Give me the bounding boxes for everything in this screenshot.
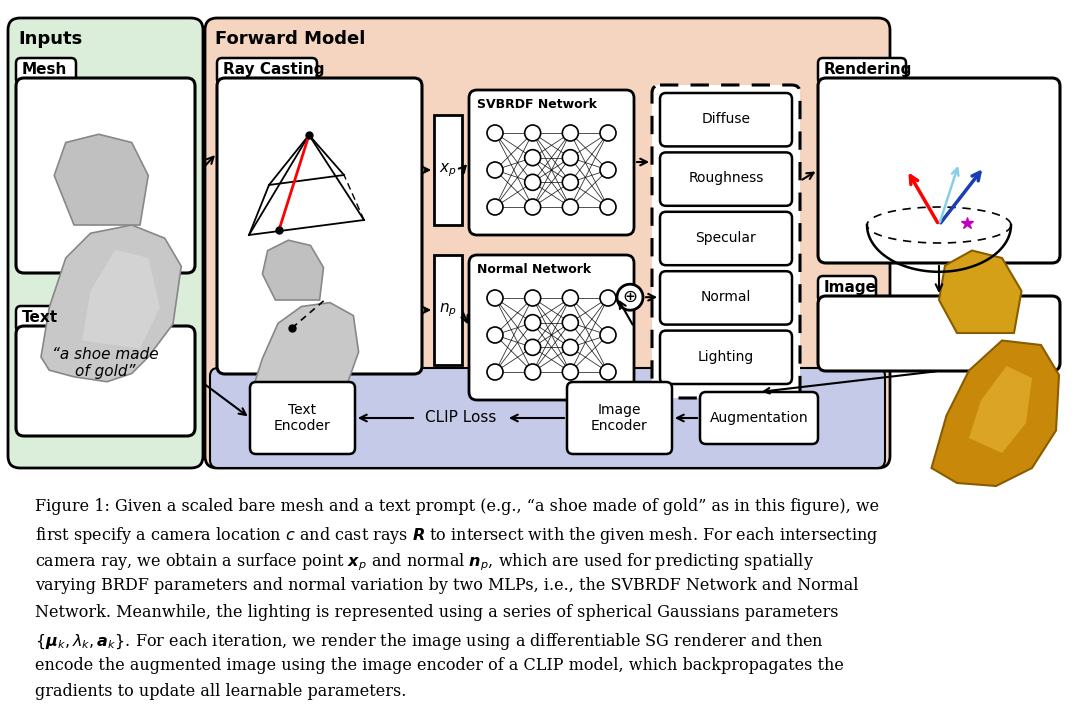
- Circle shape: [563, 149, 578, 165]
- FancyBboxPatch shape: [217, 58, 318, 84]
- Circle shape: [487, 364, 503, 380]
- Text: Augmentation: Augmentation: [710, 411, 808, 425]
- FancyBboxPatch shape: [818, 296, 1059, 371]
- Polygon shape: [41, 225, 181, 382]
- FancyBboxPatch shape: [16, 58, 76, 84]
- Circle shape: [525, 290, 541, 306]
- Circle shape: [487, 327, 503, 343]
- Text: gradients to update all learnable parameters.: gradients to update all learnable parame…: [35, 684, 406, 700]
- Circle shape: [487, 125, 503, 141]
- Text: Rendering: Rendering: [824, 62, 913, 77]
- FancyBboxPatch shape: [205, 18, 890, 468]
- FancyBboxPatch shape: [660, 271, 792, 325]
- Text: Lighting: Lighting: [698, 349, 754, 364]
- Circle shape: [563, 339, 578, 355]
- FancyBboxPatch shape: [8, 18, 203, 468]
- FancyBboxPatch shape: [652, 85, 800, 398]
- FancyBboxPatch shape: [700, 392, 818, 444]
- FancyBboxPatch shape: [16, 326, 195, 436]
- Polygon shape: [969, 366, 1032, 453]
- Circle shape: [563, 174, 578, 191]
- FancyBboxPatch shape: [660, 152, 792, 206]
- Circle shape: [563, 290, 578, 306]
- FancyBboxPatch shape: [16, 306, 71, 332]
- Circle shape: [563, 364, 578, 380]
- Text: $n_p$: $n_p$: [440, 301, 457, 319]
- Text: Forward Model: Forward Model: [215, 30, 365, 48]
- Circle shape: [525, 364, 541, 380]
- Bar: [434, 115, 462, 225]
- Text: first specify a camera location $\mathit{c}$ and cast rays $\boldsymbol{R}$ to i: first specify a camera location $\mathit…: [35, 524, 878, 546]
- FancyBboxPatch shape: [660, 93, 792, 147]
- Circle shape: [487, 199, 503, 215]
- Text: $\oplus$: $\oplus$: [622, 288, 637, 306]
- Text: Mesh: Mesh: [22, 62, 67, 77]
- Circle shape: [487, 162, 503, 178]
- Circle shape: [563, 125, 578, 141]
- Circle shape: [525, 125, 541, 141]
- Circle shape: [600, 125, 616, 141]
- Bar: [434, 255, 462, 365]
- Text: Ray Casting: Ray Casting: [222, 62, 324, 77]
- FancyBboxPatch shape: [660, 331, 792, 384]
- Text: Specular: Specular: [696, 231, 756, 245]
- Text: CLIP Loss: CLIP Loss: [426, 411, 497, 425]
- FancyBboxPatch shape: [217, 78, 422, 374]
- FancyBboxPatch shape: [469, 90, 634, 235]
- Text: SVBRDF Network: SVBRDF Network: [477, 98, 597, 111]
- Text: $x_p$: $x_p$: [440, 161, 457, 179]
- FancyBboxPatch shape: [16, 78, 195, 273]
- Circle shape: [525, 199, 541, 215]
- Text: camera ray, we obtain a surface point $\boldsymbol{x}_p$ and normal $\boldsymbol: camera ray, we obtain a surface point $\…: [35, 551, 814, 573]
- Text: $\{\boldsymbol{\mu}_k, \lambda_k, \boldsymbol{a}_k\}$. For each iteration, we re: $\{\boldsymbol{\mu}_k, \lambda_k, \bolds…: [35, 630, 824, 651]
- FancyBboxPatch shape: [818, 78, 1059, 263]
- Polygon shape: [262, 240, 324, 300]
- Text: Diffuse: Diffuse: [702, 112, 751, 126]
- Polygon shape: [939, 251, 1022, 333]
- Circle shape: [563, 315, 578, 331]
- Polygon shape: [82, 250, 160, 349]
- FancyBboxPatch shape: [818, 58, 906, 84]
- Text: Image
Encoder: Image Encoder: [591, 403, 647, 433]
- Circle shape: [600, 199, 616, 215]
- Circle shape: [525, 315, 541, 331]
- Text: varying BRDF parameters and normal variation by two MLPs, i.e., the SVBRDF Netwo: varying BRDF parameters and normal varia…: [35, 578, 859, 594]
- Text: Image: Image: [824, 280, 877, 295]
- Text: Text: Text: [22, 310, 58, 325]
- Text: “a shoe made
of gold”: “a shoe made of gold”: [52, 347, 159, 379]
- Circle shape: [600, 327, 616, 343]
- Polygon shape: [931, 341, 1059, 486]
- Text: Inputs: Inputs: [18, 30, 82, 48]
- Circle shape: [617, 284, 643, 310]
- Polygon shape: [252, 303, 359, 412]
- Text: Figure 1: Given a scaled bare mesh and a text prompt (e.g., “a shoe made of gold: Figure 1: Given a scaled bare mesh and a…: [35, 498, 879, 515]
- Circle shape: [525, 339, 541, 355]
- Text: Text
Encoder: Text Encoder: [273, 403, 330, 433]
- Circle shape: [563, 199, 578, 215]
- Circle shape: [487, 290, 503, 306]
- Circle shape: [600, 364, 616, 380]
- Text: encode the augmented image using the image encoder of a CLIP model, which backpr: encode the augmented image using the ima…: [35, 657, 843, 674]
- Polygon shape: [54, 134, 148, 225]
- Text: Normal: Normal: [701, 290, 752, 304]
- Circle shape: [600, 162, 616, 178]
- Text: Normal Network: Normal Network: [477, 263, 591, 276]
- Circle shape: [525, 149, 541, 165]
- Text: Roughness: Roughness: [688, 171, 764, 186]
- Text: Network. Meanwhile, the lighting is represented using a series of spherical Gaus: Network. Meanwhile, the lighting is repr…: [35, 604, 838, 621]
- FancyBboxPatch shape: [469, 255, 634, 400]
- FancyBboxPatch shape: [567, 382, 672, 454]
- FancyBboxPatch shape: [818, 276, 876, 302]
- FancyBboxPatch shape: [660, 212, 792, 265]
- Circle shape: [525, 174, 541, 191]
- Circle shape: [600, 290, 616, 306]
- FancyBboxPatch shape: [249, 382, 355, 454]
- FancyBboxPatch shape: [210, 368, 885, 468]
